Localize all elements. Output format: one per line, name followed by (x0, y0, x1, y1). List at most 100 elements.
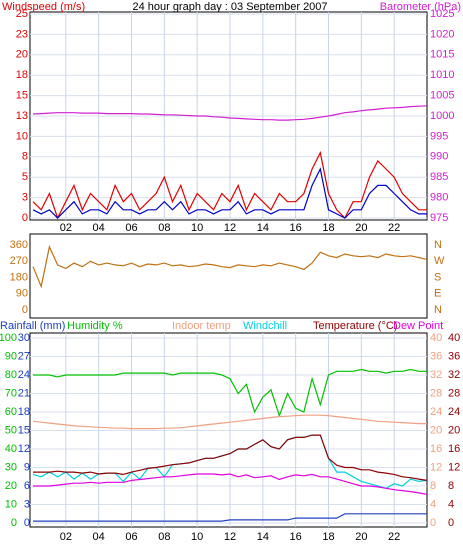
y-tick-label: W (434, 255, 445, 267)
y-tick-label: 0 (22, 212, 28, 224)
y-tick-label: 36 (430, 350, 442, 362)
y-tick-label: 10 (16, 130, 28, 142)
y-tick-label: 5 (22, 171, 28, 183)
y-tick-label: 100 (0, 332, 17, 344)
x-tick-label: 18 (322, 531, 334, 543)
x-tick-label: 20 (355, 531, 367, 543)
y-tick-label: 3 (24, 498, 30, 510)
y-tick-label: 50 (5, 424, 17, 436)
legend-label: Temperature (°C) (313, 320, 397, 332)
legend-label: Dew Point (393, 320, 443, 332)
y-tick-label: 180 (10, 271, 28, 283)
y-tick-label: 25 (16, 8, 28, 20)
x-tick-label: 08 (158, 531, 170, 543)
y-tick-label: 40 (430, 332, 442, 344)
y-tick-label: 70 (5, 387, 17, 399)
x-tick-label: 06 (125, 222, 137, 234)
x-tick-label: 12 (224, 531, 236, 543)
data-line (33, 434, 428, 481)
x-tick-label: 06 (125, 531, 137, 543)
x-tick-label: 10 (191, 222, 203, 234)
y-tick-label: 975 (430, 212, 448, 224)
y-tick-label: 0 (430, 517, 436, 529)
y-tick-label: 3 (22, 192, 28, 204)
chart-title: 24 hour graph day : 03 September 2007 (132, 1, 327, 13)
y-tick-label: 8 (22, 151, 28, 163)
y-tick-label: 24 (448, 406, 460, 418)
y-tick-label: 12 (18, 443, 30, 455)
y-tick-label: 20 (5, 480, 17, 492)
y-tick-label: 990 (430, 151, 448, 163)
y-tick-label: 980 (430, 192, 448, 204)
y-tick-label: 13 (16, 110, 28, 122)
legend-label: Humidity % (67, 320, 123, 332)
y-tick-label: N (434, 239, 442, 251)
y-tick-label: 1005 (430, 90, 454, 102)
x-tick-label: 16 (290, 531, 302, 543)
data-line (33, 473, 428, 495)
y-tick-label: 995 (430, 130, 448, 142)
x-tick-label: 04 (93, 222, 105, 234)
legend-label: Indoor temp (172, 320, 231, 332)
x-tick-label: 20 (355, 222, 367, 234)
y-tick-label: 270 (10, 255, 28, 267)
y-tick-label: 12 (430, 461, 442, 473)
y-tick-label: 0 (22, 304, 28, 316)
x-tick-label: 12 (224, 222, 236, 234)
data-line (33, 368, 427, 418)
y-tick-label: 985 (430, 171, 448, 183)
x-tick-label: 16 (290, 222, 302, 234)
y-tick-label: 90 (16, 288, 28, 300)
legend-label: Rainfall (mm) (0, 320, 65, 332)
y-tick-label: 0 (24, 517, 30, 529)
y-tick-label: 15 (16, 90, 28, 102)
y-tick-label: 30 (18, 332, 30, 344)
x-tick-label: 22 (388, 222, 400, 234)
y-tick-label: 1010 (430, 69, 454, 81)
y-tick-label: 10 (5, 498, 17, 510)
y-tick-label: 8 (448, 480, 454, 492)
y-tick-label: 4 (448, 498, 454, 510)
y-tick-label: 15 (18, 424, 30, 436)
y-tick-label: 20 (16, 49, 28, 61)
legend-label: Windchill (243, 320, 287, 332)
y-tick-label: 27 (18, 350, 30, 362)
x-tick-label: 08 (158, 222, 170, 234)
x-tick-label: 04 (93, 531, 105, 543)
data-line (32, 244, 428, 289)
y-tick-label: 24 (430, 406, 442, 418)
data-line (32, 105, 428, 121)
y-tick-label: 12 (448, 461, 460, 473)
y-tick-label: 16 (448, 443, 460, 455)
y-tick-label: 32 (430, 369, 442, 381)
y-tick-label: S (434, 271, 441, 283)
y-tick-label: 23 (16, 28, 28, 40)
y-tick-label: 6 (24, 480, 30, 492)
y-tick-label: 32 (448, 369, 460, 381)
y-tick-label: 360 (10, 239, 28, 251)
axis-title: Windspeed (m/s) (2, 1, 85, 13)
y-tick-label: 1020 (430, 28, 454, 40)
x-tick-label: 10 (191, 531, 203, 543)
x-tick-label: 22 (388, 531, 400, 543)
y-tick-label: 36 (448, 350, 460, 362)
y-tick-label: 60 (5, 406, 17, 418)
y-tick-label: 1015 (430, 49, 454, 61)
y-tick-label: 1025 (430, 8, 454, 20)
y-tick-label: 0 (11, 517, 17, 529)
y-tick-label: 8 (430, 480, 436, 492)
x-tick-label: 14 (257, 222, 269, 234)
data-line (32, 150, 427, 220)
data-line (33, 513, 427, 522)
y-tick-label: 28 (430, 387, 442, 399)
y-tick-label: 28 (448, 387, 460, 399)
y-tick-label: 40 (5, 443, 17, 455)
y-tick-label: 90 (5, 350, 17, 362)
axis-title: Barometer (hPa) (380, 1, 461, 13)
y-tick-label: 40 (448, 332, 460, 344)
x-tick-label: 02 (60, 531, 72, 543)
plot-frame (29, 233, 428, 319)
y-tick-label: 30 (5, 461, 17, 473)
y-tick-label: 18 (18, 406, 30, 418)
